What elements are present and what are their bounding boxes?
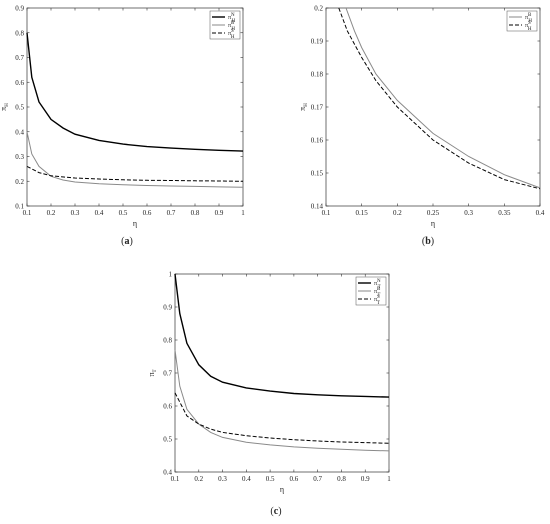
y-tick-label: 0.5 <box>15 104 24 112</box>
y-tick-label: 0.19 <box>311 38 324 46</box>
y-tick-label: 0.18 <box>311 71 324 79</box>
panel-b: 0.1 0.15 0.2 0.25 0.3 0.35 0.4 0.14 0.15 0.16 0.17… <box>298 5 545 248</box>
panel-a: 0.1 0.2 0.3 0.4 0.5 0.6 0.7 0.8 0.9 1 0.1 0.2 0.3 0.4… <box>0 5 245 248</box>
legend-label: πS H <box>228 29 235 40</box>
x-tick-label: 0.2 <box>47 209 56 217</box>
x-tick-label: 0.1 <box>322 209 331 217</box>
x-tick-label: 0.2 <box>393 209 402 217</box>
legend-label: πN H <box>228 13 236 24</box>
legend-label: πB H <box>525 13 532 24</box>
x-tick-label: 0.35 <box>498 209 511 217</box>
x-tick-label: 0.1 <box>23 209 32 217</box>
x-tick-label: 0.1 <box>171 475 180 483</box>
panel-caption: (c) <box>270 506 281 517</box>
y-tick-label: 0.7 <box>163 370 172 378</box>
y-tick-label: 0.2 <box>15 178 24 186</box>
x-tick-label: 0.9 <box>215 209 224 217</box>
legend: πB HπS H <box>506 10 538 32</box>
x-axis-label: η <box>280 485 284 494</box>
series-line-b <box>174 349 390 452</box>
y-tick-label: 0.5 <box>163 436 172 444</box>
series-line-n <box>26 32 244 152</box>
legend: πN TπB TπS T <box>355 276 387 306</box>
x-tick-label: 0.7 <box>167 209 176 217</box>
series-line-s <box>26 165 244 182</box>
y-tick-label: 0.4 <box>15 128 24 136</box>
legend-label: πB H <box>228 21 235 32</box>
x-tick-label: 0.6 <box>143 209 152 217</box>
series-line-n <box>174 273 390 398</box>
y-tick-label: 0.4 <box>163 469 172 477</box>
x-tick-label: 0.15 <box>356 209 369 217</box>
legend: πN HπB HπS H <box>209 10 241 40</box>
legend-label: πB T <box>374 287 381 298</box>
x-tick-label: 0.5 <box>119 209 128 217</box>
svg-text:πT: πT <box>147 369 158 376</box>
panel-caption: (b) <box>422 236 434 247</box>
y-tick-label: 0.14 <box>311 203 324 211</box>
y-tick-label: 0.1 <box>15 203 24 211</box>
y-tick-label: 0.16 <box>311 137 324 145</box>
svg-text:πH: πH <box>298 103 309 111</box>
y-axis-label: πH <box>298 103 309 111</box>
x-tick-label: 0.4 <box>242 475 251 483</box>
legend-label: πS T <box>374 295 380 306</box>
y-axis-label: πT <box>147 369 158 376</box>
x-tick-label: 0.3 <box>71 209 80 217</box>
y-tick-label: 0.9 <box>163 304 172 312</box>
x-tick-label: 0.3 <box>464 209 473 217</box>
legend-box <box>506 10 538 32</box>
y-tick-label: 0.8 <box>163 337 172 345</box>
x-tick-label: 1 <box>387 475 391 483</box>
x-tick-label: 0.4 <box>536 209 545 217</box>
x-tick-label: 0.6 <box>290 475 299 483</box>
series-line-b <box>345 7 541 189</box>
x-tick-label: 0.9 <box>361 475 370 483</box>
y-tick-label: 0.8 <box>15 29 24 37</box>
y-axis-label: πH <box>0 103 10 111</box>
x-tick-label: 0.25 <box>427 209 440 217</box>
legend-label: πN T <box>374 279 381 290</box>
series-line-s <box>174 392 390 444</box>
x-tick-label: 0.2 <box>194 475 203 483</box>
svg-text:πH: πH <box>0 103 10 111</box>
x-tick-label: 0.5 <box>266 475 275 483</box>
y-tick-label: 0.6 <box>163 403 172 411</box>
x-axis-label: η <box>133 219 137 228</box>
y-tick-label: 0.15 <box>311 170 324 178</box>
y-tick-label: 0.9 <box>15 5 24 13</box>
x-axis-label: η <box>431 219 435 228</box>
x-tick-label: 1 <box>241 209 245 217</box>
y-tick-label: 1 <box>169 271 173 279</box>
y-tick-label: 0.3 <box>15 153 24 161</box>
series-line-s <box>338 7 541 190</box>
y-tick-label: 0.6 <box>15 79 24 87</box>
y-tick-label: 0.17 <box>311 104 324 112</box>
y-tick-label: 0.7 <box>15 54 24 62</box>
x-tick-label: 0.8 <box>337 475 346 483</box>
y-tick-label: 0.2 <box>314 5 323 13</box>
legend-label: πS H <box>525 21 532 32</box>
x-tick-label: 0.7 <box>313 475 322 483</box>
panel-c: 0.1 0.2 0.3 0.4 0.5 0.6 0.7 0.8 0.9 1 0.4 0.5 0.6 0.7… <box>147 271 391 518</box>
panel-caption: (a) <box>121 236 133 247</box>
x-tick-label: 0.4 <box>95 209 104 217</box>
x-tick-label: 0.3 <box>218 475 227 483</box>
x-tick-label: 0.8 <box>191 209 200 217</box>
series-line-b <box>26 131 244 188</box>
